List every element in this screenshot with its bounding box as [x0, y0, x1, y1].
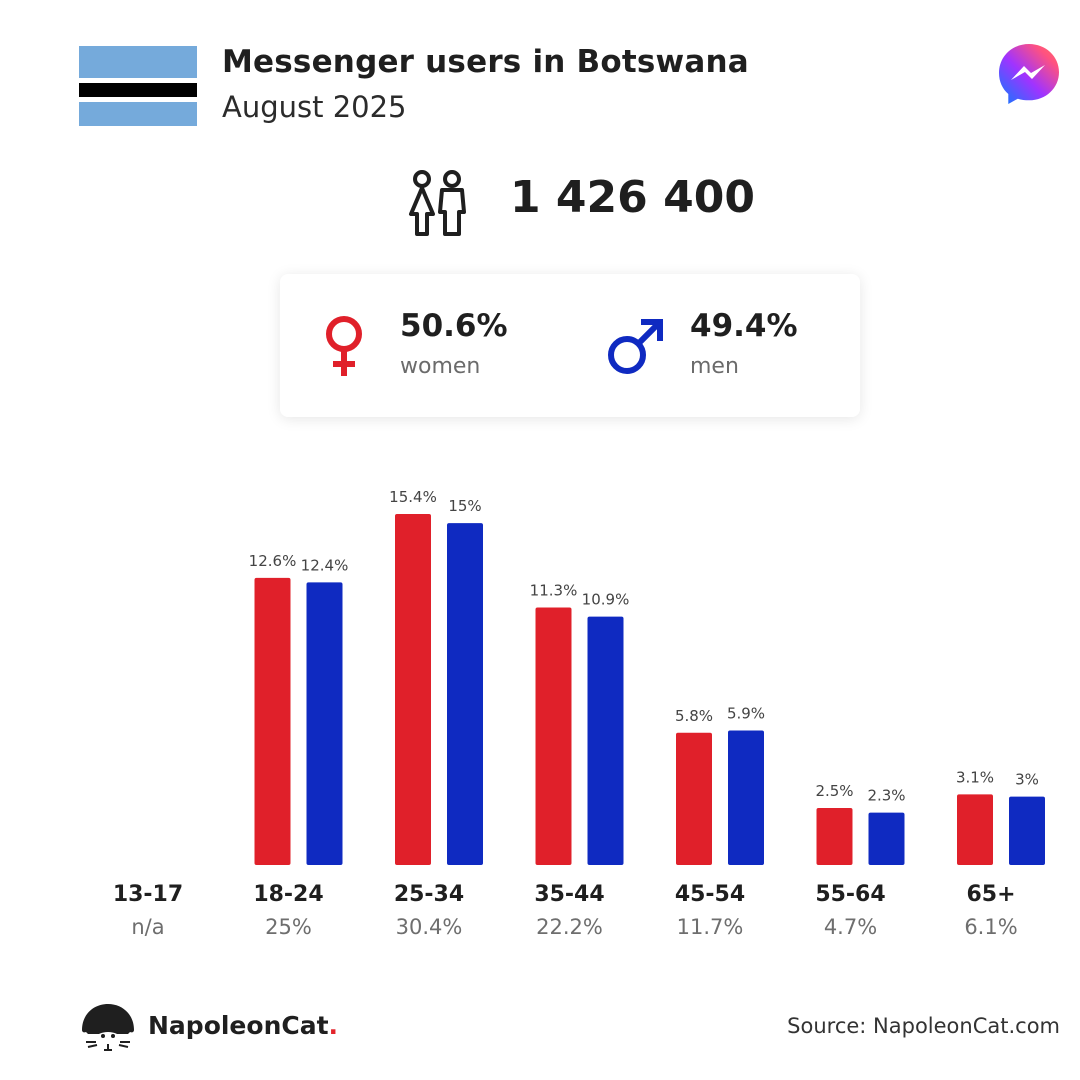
men-stat: 49.4% men	[690, 274, 850, 417]
men-percent: 49.4%	[690, 308, 798, 344]
tick-label-18-24: 18-24	[253, 882, 324, 907]
data-label-women-65+: 3.1%	[956, 768, 994, 786]
data-label-women-55-64: 2.5%	[815, 782, 853, 800]
people-icon	[409, 170, 466, 236]
bar-women-55-64	[816, 808, 853, 865]
age-group-55-64: 55-64 4.7%	[781, 882, 921, 939]
page-title: Messenger users in Botswana	[222, 44, 749, 80]
data-label-men-18-24: 12.4%	[301, 556, 349, 574]
brand-dot: .	[328, 1011, 339, 1040]
age-group-18-24: 18-24 25%	[219, 882, 359, 939]
data-label-men-35-44: 10.9%	[582, 591, 630, 609]
age-share-45-54: 11.7%	[676, 915, 744, 939]
data-label-women-45-54: 5.8%	[675, 707, 713, 725]
women-label: women	[400, 354, 481, 379]
age-share-65+: 6.1%	[964, 915, 1018, 939]
gender-card: 50.6% women 49.4% men	[280, 274, 860, 417]
age-share-13-17: n/a	[131, 915, 165, 939]
tick-label-35-44: 35-44	[534, 882, 605, 907]
tick-label-55-64: 55-64	[815, 882, 886, 907]
age-share-35-44: 22.2%	[536, 915, 603, 939]
age-group-45-54: 45-54 11.7%	[640, 882, 780, 939]
page-subtitle: August 2025	[222, 90, 407, 124]
age-group-65+: 65+ 6.1%	[921, 882, 1061, 939]
male-symbol-icon	[608, 319, 663, 374]
age-gender-bar-chart: 12.6% 12.4% 15.4% 15% 11.3%10.9% 5.8% 5.9% 2.5%…	[249, 488, 1045, 865]
bar-men-65+	[1009, 796, 1045, 865]
data-label-men-65+: 3%	[1015, 771, 1039, 789]
brand-name: NapoleonCat.	[148, 1011, 338, 1040]
bar-women-45-54	[676, 732, 712, 865]
bar-women-25-34	[395, 514, 431, 865]
women-percent: 50.6%	[400, 308, 508, 344]
data-label-women-35-44: 11.3%	[530, 581, 578, 599]
age-group-25-34: 25-34 30.4%	[359, 882, 499, 939]
data-label-women-18-24: 12.6%	[249, 552, 297, 570]
botswana-flag-icon	[79, 46, 197, 126]
female-symbol-icon	[326, 316, 362, 376]
tick-label-65+: 65+	[966, 882, 1016, 907]
total-users: 1 426 400	[510, 172, 755, 223]
bar-men-45-54	[728, 730, 764, 865]
bar-women-65+	[957, 794, 993, 865]
age-share-18-24: 25%	[265, 915, 312, 939]
bar-men-55-64	[868, 812, 905, 865]
bar-women-18-24	[254, 577, 291, 865]
source-text: Source: NapoleonCat.com	[787, 1014, 1060, 1038]
messenger-logo-icon	[999, 44, 1059, 104]
age-group-35-44: 35-44 22.2%	[500, 882, 640, 939]
bar-men-25-34	[447, 523, 483, 865]
bar-men-35-44	[587, 616, 624, 865]
data-label-men-55-64: 2.3%	[867, 787, 905, 805]
age-group-13-17: 13-17 n/a	[78, 882, 218, 939]
age-share-55-64: 4.7%	[823, 915, 878, 939]
bar-men-18-24	[306, 582, 343, 865]
bar-women-35-44	[535, 607, 572, 865]
tick-label-25-34: 25-34	[393, 882, 465, 907]
women-stat: 50.6% women	[400, 274, 580, 417]
tick-label-45-54: 45-54	[674, 882, 746, 907]
age-share-25-34: 30.4%	[395, 915, 463, 939]
napoleoncat-logo-icon	[82, 1004, 134, 1051]
tick-label-13-17: 13-17	[112, 882, 184, 907]
data-label-men-25-34: 15%	[448, 497, 481, 515]
brand-name-text: NapoleonCat	[148, 1011, 329, 1040]
men-label: men	[690, 354, 739, 379]
data-label-men-45-54: 5.9%	[727, 705, 765, 723]
data-label-women-25-34: 15.4%	[389, 488, 437, 506]
